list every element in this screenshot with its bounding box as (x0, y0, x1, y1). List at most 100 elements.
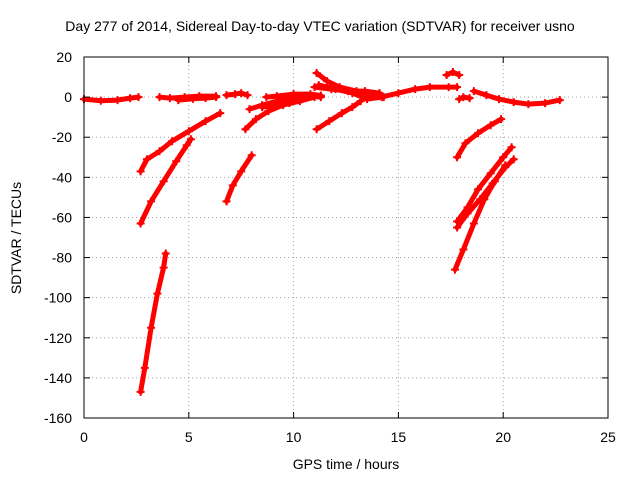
data-point (524, 100, 533, 109)
data-point (453, 83, 462, 92)
data-point (136, 167, 145, 176)
data-track-22 (450, 161, 510, 274)
data-track-4 (136, 135, 195, 228)
data-point (461, 139, 470, 148)
data-point (425, 83, 434, 92)
data-point (448, 68, 457, 77)
data-point (312, 69, 321, 78)
data-point (375, 89, 384, 98)
data-point (237, 167, 246, 176)
data-point (182, 141, 191, 150)
x-tick-label: 5 (185, 429, 193, 445)
data-point (216, 109, 225, 118)
data-point (247, 151, 256, 160)
y-tick-label: -160 (44, 410, 72, 426)
y-tick-label: 20 (56, 49, 72, 65)
data-point (251, 115, 260, 124)
data-track-line (314, 98, 364, 132)
data-point (474, 129, 483, 138)
data-track-17 (455, 93, 474, 104)
data-point (323, 77, 332, 86)
data-layer (80, 68, 564, 396)
data-point (348, 103, 357, 112)
data-point (153, 289, 162, 298)
data-track-3 (136, 249, 170, 396)
y-tick-label: -140 (44, 370, 72, 386)
data-point (186, 135, 195, 144)
y-tick-label: -80 (52, 250, 72, 266)
data-point (344, 87, 353, 96)
data-track-line (224, 152, 255, 204)
data-track-21 (453, 143, 516, 226)
data-track-7 (222, 89, 252, 100)
data-point (482, 91, 491, 100)
data-point (453, 217, 462, 226)
data-track-10 (262, 90, 325, 102)
data-point (509, 155, 518, 164)
data-point (136, 219, 145, 228)
data-point (509, 98, 518, 107)
data-point (212, 93, 221, 102)
data-track-line (175, 94, 219, 103)
data-point (490, 177, 499, 186)
x-tick-label: 0 (80, 429, 88, 445)
y-tick-label: -120 (44, 330, 72, 346)
data-point (201, 94, 210, 103)
x-tick-label: 10 (286, 429, 302, 445)
data-point (142, 155, 151, 164)
data-point (495, 95, 504, 104)
data-point (126, 94, 135, 103)
y-tick-label: -40 (52, 169, 72, 185)
data-track-line (452, 162, 508, 273)
y-tick-label: -20 (52, 129, 72, 145)
tick-layer: 0 5 10 15 20 25 -160 -140 -120 -100 -80 -60 -40 -20 0 2… (44, 49, 616, 445)
data-track-11 (258, 95, 306, 112)
data-point (297, 95, 306, 104)
data-point (243, 91, 252, 100)
data-track-6 (222, 151, 256, 206)
data-point (285, 99, 294, 108)
data-point (469, 87, 478, 96)
data-point (450, 265, 459, 274)
data-point (444, 83, 453, 92)
data-point (555, 96, 564, 105)
x-axis-label: GPS time / hours (292, 456, 400, 472)
plot-frame (83, 56, 609, 419)
data-point (161, 249, 170, 258)
data-point (377, 93, 386, 102)
data-track-line (454, 144, 515, 224)
data-point (442, 71, 451, 80)
data-point (222, 91, 231, 100)
data-point (222, 197, 231, 206)
grid-layer (84, 57, 608, 418)
x-tick-label: 25 (600, 429, 616, 445)
data-point (245, 105, 254, 114)
data-point (289, 90, 298, 99)
data-point (327, 85, 336, 94)
data-track-19 (453, 115, 506, 162)
data-point (147, 323, 156, 332)
data-point (497, 115, 506, 124)
data-point (172, 157, 181, 166)
data-point (272, 92, 281, 101)
data-point (136, 387, 145, 396)
data-point (411, 85, 420, 94)
data-point (258, 103, 267, 112)
data-point (507, 143, 516, 152)
data-point (188, 94, 197, 103)
data-point (174, 96, 183, 105)
data-point (480, 195, 489, 204)
data-track-15 (312, 97, 365, 134)
data-point (541, 99, 550, 108)
data-point (306, 90, 315, 99)
y-tick-label: 0 (64, 89, 72, 105)
data-point (184, 127, 193, 136)
data-point (356, 97, 365, 106)
data-point (147, 197, 156, 206)
data-point (96, 96, 105, 105)
data-point (453, 153, 462, 162)
data-track-14 (310, 83, 384, 98)
chart-title: Day 277 of 2014, Sidereal Day-to-day VTE… (65, 18, 575, 34)
x-tick-label: 15 (391, 429, 407, 445)
data-point (310, 83, 319, 92)
